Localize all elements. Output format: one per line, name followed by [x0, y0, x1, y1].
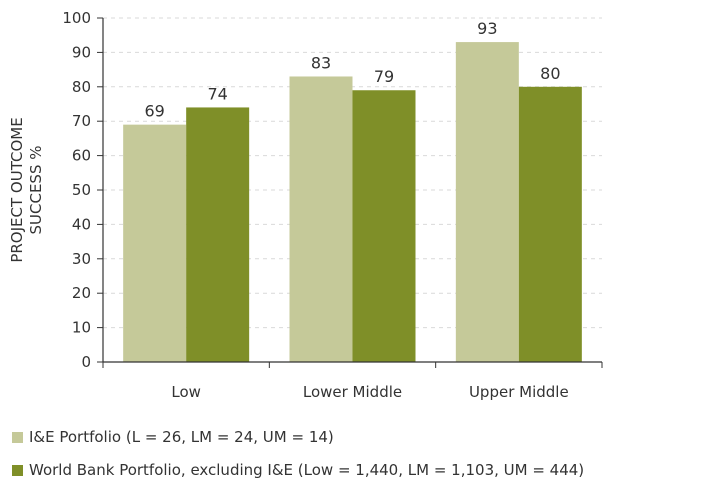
- bar-s1-0: [186, 107, 249, 362]
- y-tick-label-100: 100: [62, 9, 91, 27]
- y-tick-label-90: 90: [72, 43, 91, 61]
- data-label-s1-1: 79: [374, 67, 394, 86]
- y-tick-label-50: 50: [72, 181, 91, 199]
- y-tick-label-60: 60: [72, 147, 91, 165]
- y-tick-label-70: 70: [72, 112, 91, 130]
- bar-s1-2: [519, 87, 582, 362]
- legend-swatch-wb: [12, 465, 23, 476]
- data-label-s0-0: 69: [144, 102, 164, 121]
- y-tick-label-80: 80: [72, 78, 91, 96]
- x-tick-labels: Low Lower Middle Upper Middle: [171, 383, 568, 401]
- bars: [123, 42, 582, 362]
- bar-s1-1: [353, 90, 416, 362]
- bar-s0-1: [290, 76, 353, 362]
- legend-label-ie: I&E Portfolio (L = 26, LM = 24, UM = 14): [29, 428, 334, 446]
- y-tick-labels: 0 10 20 30 40 50 60 70 80 90 100: [62, 9, 91, 371]
- y-tick-label-40: 40: [72, 215, 91, 233]
- y-tick-label-10: 10: [72, 319, 91, 337]
- data-label-s0-1: 83: [311, 53, 331, 72]
- legend-item-ie: I&E Portfolio (L = 26, LM = 24, UM = 14): [12, 428, 334, 446]
- y-tick-label-0: 0: [81, 353, 91, 371]
- data-label-s1-0: 74: [207, 84, 227, 103]
- data-label-s0-2: 93: [477, 19, 497, 38]
- bar-chart: 0 10 20 30 40 50 60 70 80 90 100 Low Lower Middle Up…: [0, 0, 720, 410]
- y-axis-label-line-2: SUCCESS %: [27, 146, 45, 235]
- y-tick-label-20: 20: [72, 284, 91, 302]
- legend-item-wb: World Bank Portfolio, excluding I&E (Low…: [12, 461, 584, 479]
- x-tick-label-0: Low: [171, 383, 201, 401]
- bar-s0-2: [456, 42, 519, 362]
- y-tick-label-30: 30: [72, 250, 91, 268]
- x-tick-label-2: Upper Middle: [469, 383, 569, 401]
- y-axis-label-line-1: PROJECT OUTCOME: [8, 117, 26, 262]
- data-label-s1-2: 80: [540, 64, 560, 83]
- x-tick-label-1: Lower Middle: [303, 383, 402, 401]
- legend-label-wb: World Bank Portfolio, excluding I&E (Low…: [29, 461, 584, 479]
- legend-swatch-ie: [12, 432, 23, 443]
- bar-s0-0: [123, 125, 186, 362]
